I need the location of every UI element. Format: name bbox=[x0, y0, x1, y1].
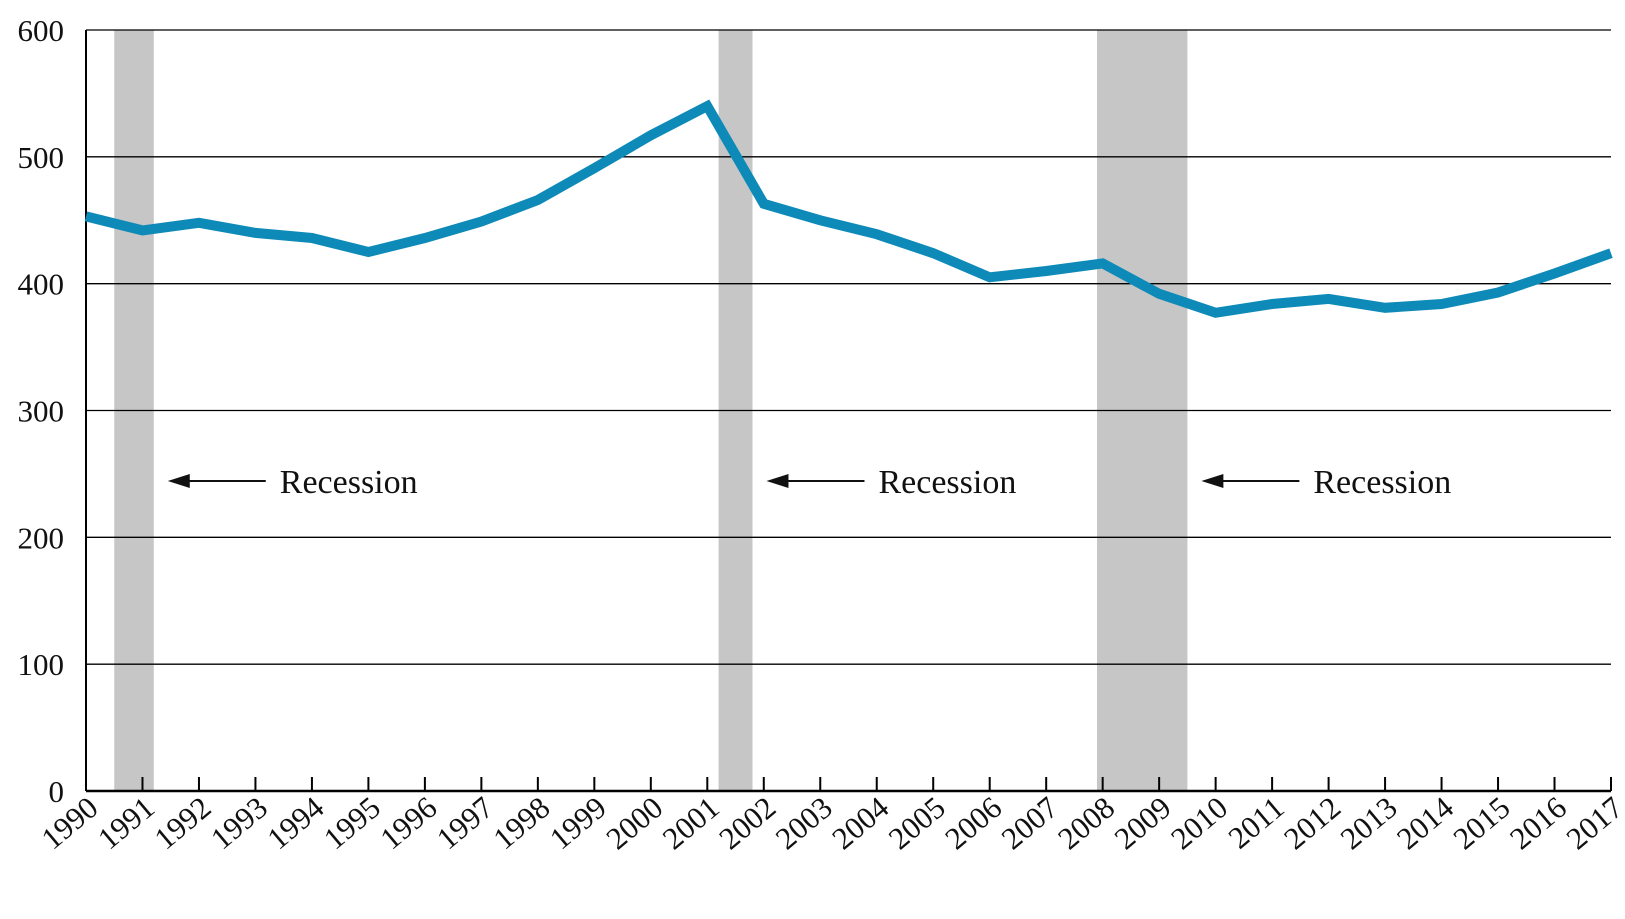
y-tick-label-200: 200 bbox=[18, 520, 65, 555]
recession-label-1: Recession bbox=[280, 464, 418, 501]
x-tick-label-1993: 1993 bbox=[204, 790, 274, 857]
recession-label-3: Recession bbox=[1313, 464, 1451, 501]
x-ticks bbox=[85, 777, 1612, 791]
y-tick-label-600: 600 bbox=[18, 13, 65, 48]
gridlines bbox=[86, 29, 1611, 665]
x-tick-label-1990: 1990 bbox=[35, 790, 105, 857]
x-tick-label-2017: 2017 bbox=[1560, 790, 1625, 857]
x-tick-label-2000: 2000 bbox=[599, 790, 669, 857]
y-tick-label-400: 400 bbox=[18, 267, 65, 302]
x-tick-label-1994: 1994 bbox=[260, 789, 330, 856]
x-tick-label-2009: 2009 bbox=[1108, 790, 1178, 857]
x-tick-label-2012: 2012 bbox=[1277, 790, 1347, 857]
x-tick-label-2004: 2004 bbox=[825, 789, 895, 856]
x-tick-label-2003: 2003 bbox=[769, 790, 839, 857]
series bbox=[84, 99, 1613, 318]
x-tick-label-1998: 1998 bbox=[486, 790, 556, 857]
x-tick-labels: 1990199119921993199419951996199719981999… bbox=[35, 789, 1625, 856]
x-tick-label-2015: 2015 bbox=[1447, 790, 1517, 857]
x-tick-label-2001: 2001 bbox=[656, 790, 726, 857]
x-tick-label-2002: 2002 bbox=[712, 790, 782, 857]
x-tick-label-2014: 2014 bbox=[1390, 789, 1460, 856]
y-tick-label-0: 0 bbox=[49, 774, 65, 809]
x-tick-label-2007: 2007 bbox=[995, 790, 1065, 857]
arrow-head-3 bbox=[1201, 474, 1224, 488]
axes bbox=[85, 30, 1611, 793]
x-tick-label-1999: 1999 bbox=[543, 790, 613, 857]
x-tick-label-2008: 2008 bbox=[1051, 790, 1121, 857]
y-tick-label-500: 500 bbox=[18, 140, 65, 175]
x-tick-label-2006: 2006 bbox=[938, 790, 1008, 857]
series-line-1 bbox=[84, 99, 1613, 318]
recession-annotation-2: Recession bbox=[766, 464, 1016, 501]
recession-annotation-3: Recession bbox=[1201, 464, 1451, 501]
x-tick-label-2005: 2005 bbox=[882, 790, 952, 857]
x-tick-label-2011: 2011 bbox=[1221, 790, 1290, 856]
y-tick-label-100: 100 bbox=[18, 647, 65, 682]
recession-annotation-1: Recession bbox=[167, 464, 418, 501]
x-tick-label-1995: 1995 bbox=[317, 790, 387, 857]
x-tick-label-1997: 1997 bbox=[430, 790, 500, 857]
arrow-head-1 bbox=[167, 474, 190, 488]
recession-annotations: Recession Recession Recession bbox=[167, 464, 1451, 501]
arrow-head-2 bbox=[766, 474, 789, 488]
recession-label-2: Recession bbox=[878, 464, 1016, 501]
x-tick-label-1992: 1992 bbox=[147, 790, 217, 857]
x-tick-label-2013: 2013 bbox=[1334, 790, 1404, 857]
y-tick-label-300: 300 bbox=[18, 394, 65, 429]
x-tick-label-1996: 1996 bbox=[373, 790, 443, 857]
x-tick-label-2010: 2010 bbox=[1164, 790, 1234, 857]
x-tick-label-2016: 2016 bbox=[1503, 790, 1573, 857]
x-tick-label-1991: 1991 bbox=[91, 790, 161, 857]
y-tick-labels: 0 100 200 300 400 500 600 bbox=[18, 13, 65, 809]
